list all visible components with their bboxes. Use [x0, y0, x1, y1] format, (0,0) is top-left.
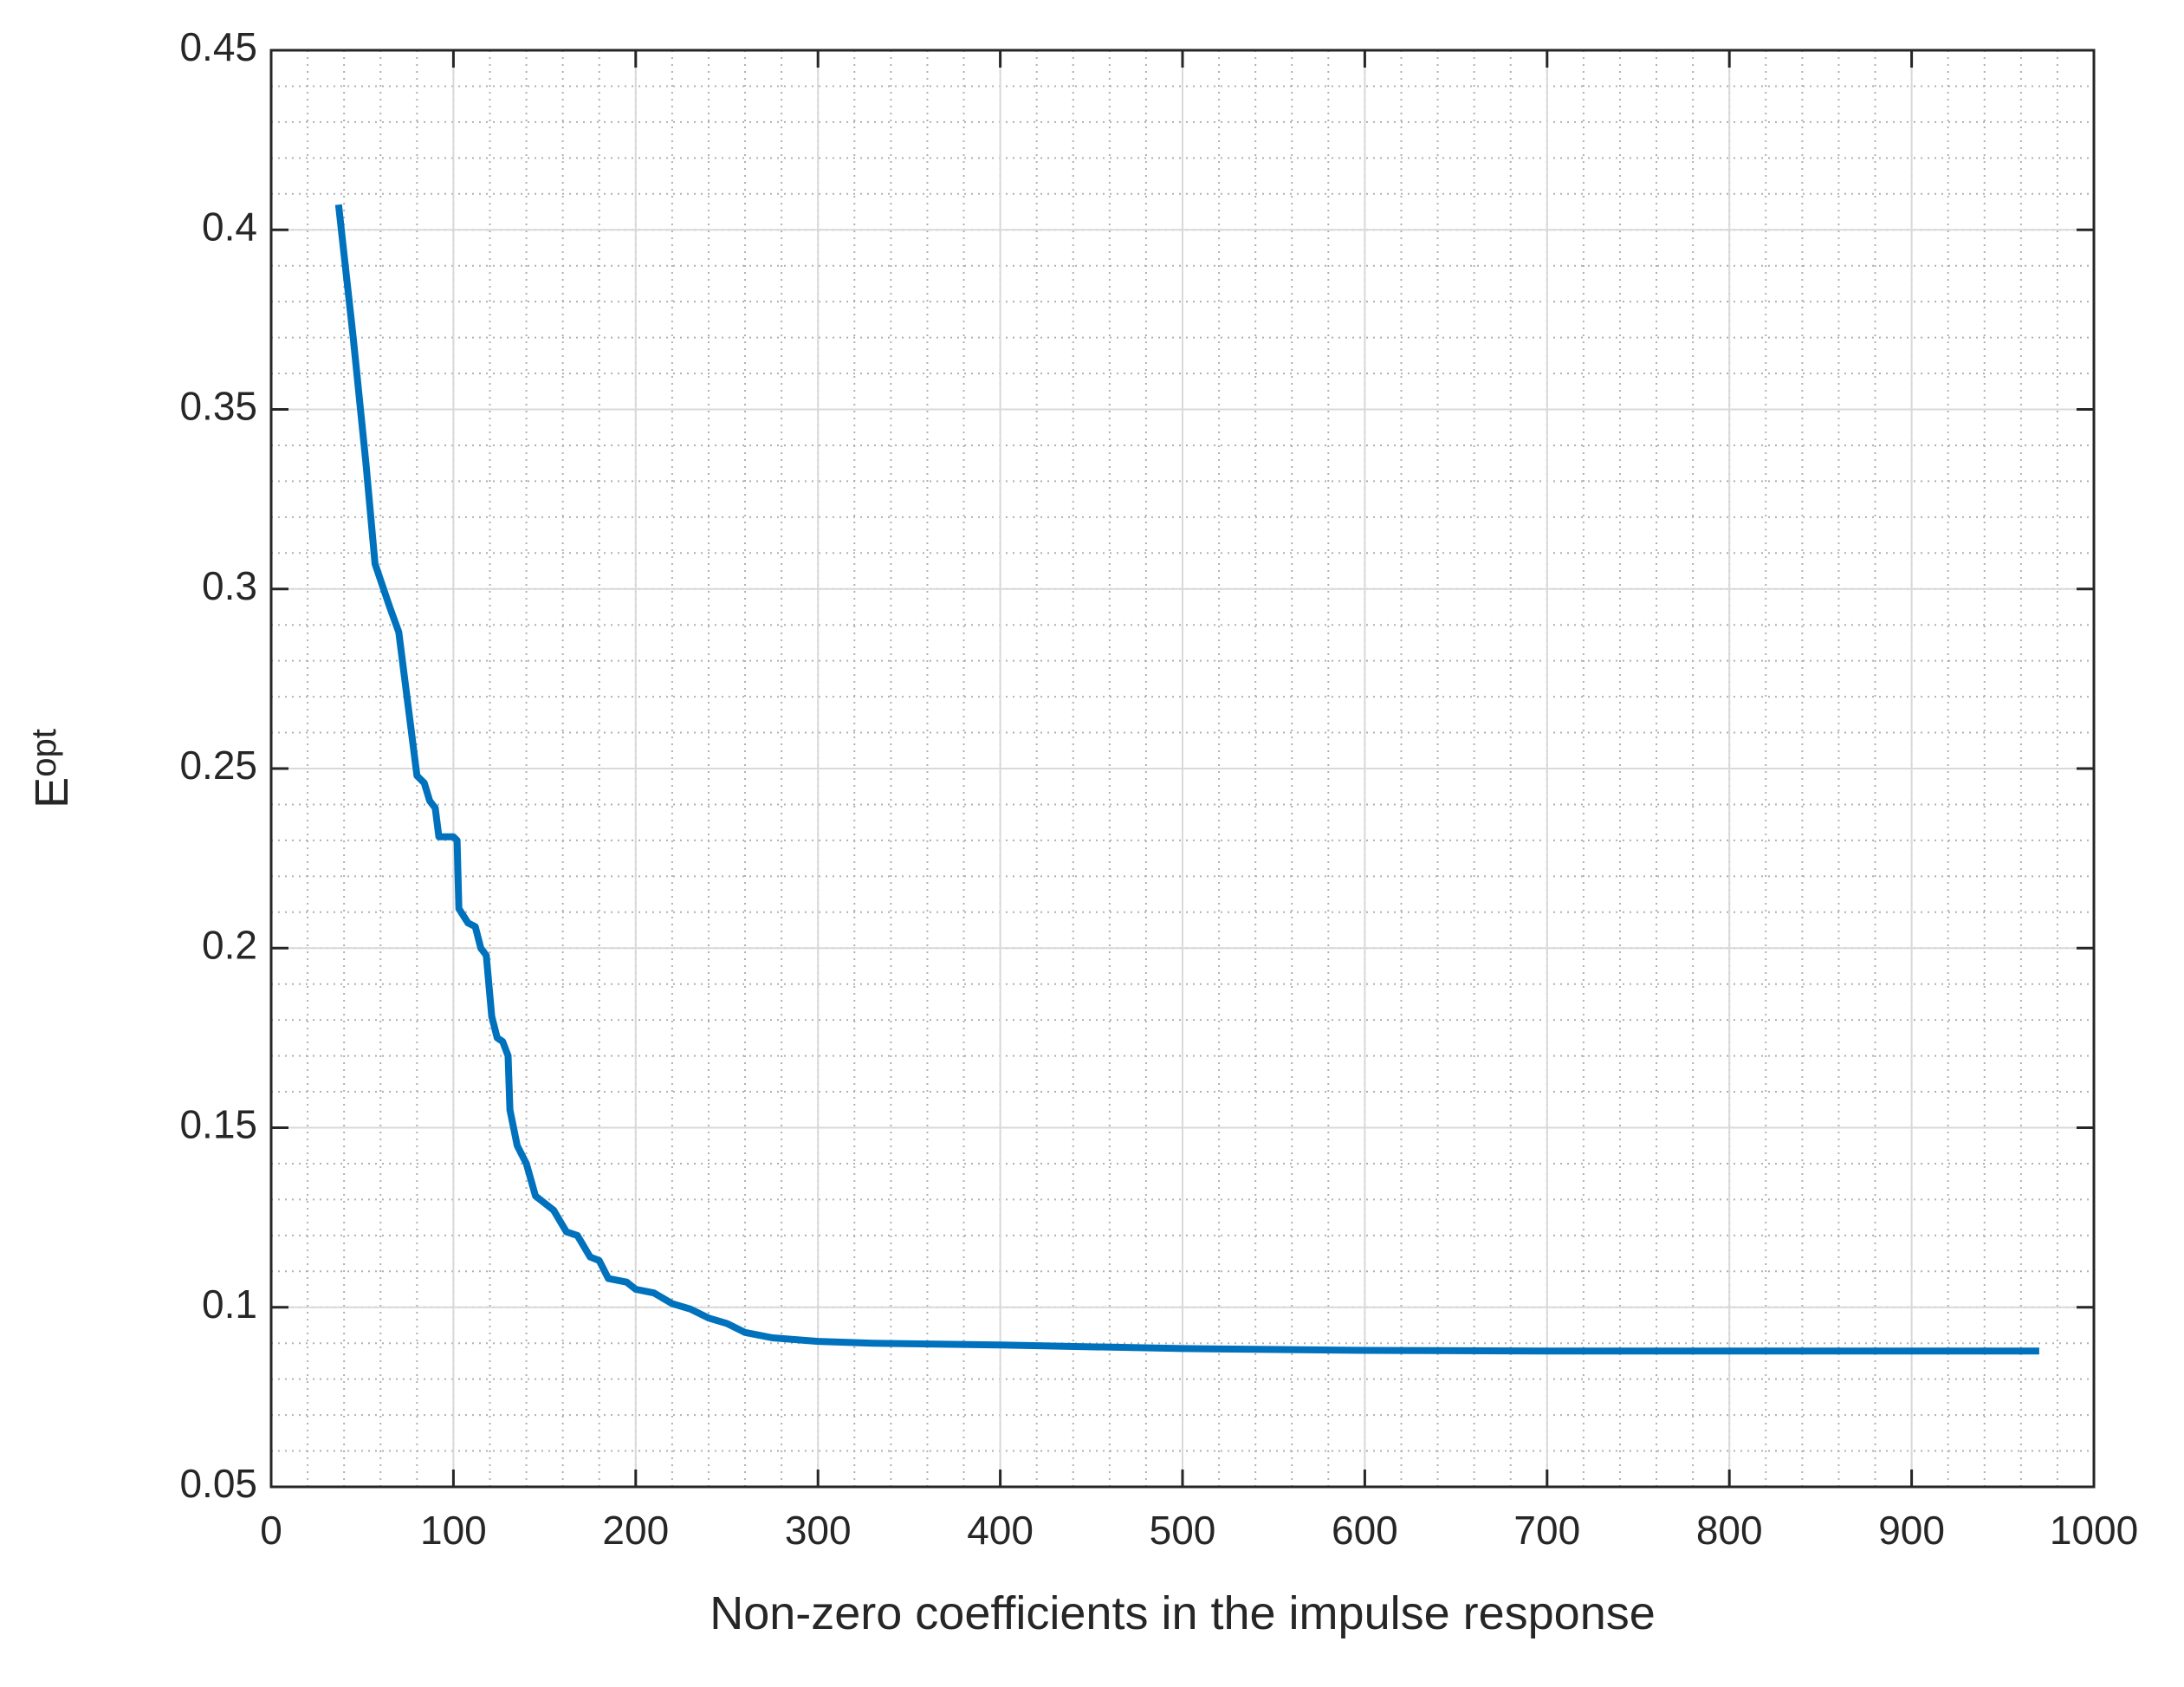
- y-tick-label: 0.1: [202, 1281, 257, 1327]
- y-tick-label: 0.25: [179, 743, 257, 788]
- y-tick-label: 0.3: [202, 563, 257, 608]
- y-axis-label-subscript: opt: [25, 729, 63, 777]
- y-tick-label: 0.35: [179, 384, 257, 429]
- x-tick-label: 200: [602, 1508, 669, 1553]
- x-tick-label: 100: [420, 1508, 487, 1553]
- y-tick-label: 0.2: [202, 922, 257, 967]
- plot-area: [334, 204, 2039, 1355]
- x-tick-label: 600: [1332, 1508, 1398, 1553]
- x-tick-label: 1000: [2050, 1508, 2138, 1553]
- y-tick-label: 0.45: [179, 24, 257, 69]
- grid: [269, 49, 2096, 1489]
- axes-box: [269, 49, 2096, 1489]
- y-axis-label-main: E: [26, 777, 78, 808]
- data-line: [334, 204, 2039, 1355]
- y-tick-label: 0.05: [179, 1461, 257, 1506]
- x-tick-label: 400: [967, 1508, 1034, 1553]
- x-tick-label: 300: [785, 1508, 852, 1553]
- y-axis-label: Eopt: [25, 729, 78, 808]
- x-tick-label: 900: [1878, 1508, 1945, 1553]
- x-axis-label: Non-zero coefficients in the impulse res…: [710, 1587, 1656, 1639]
- y-tick-label: 0.4: [202, 204, 257, 249]
- x-tick-label: 0: [260, 1508, 282, 1553]
- x-tick-label: 500: [1150, 1508, 1216, 1553]
- x-tick-label: 700: [1513, 1508, 1580, 1553]
- y-tick-label: 0.15: [179, 1102, 257, 1147]
- x-tick-label: 800: [1696, 1508, 1763, 1553]
